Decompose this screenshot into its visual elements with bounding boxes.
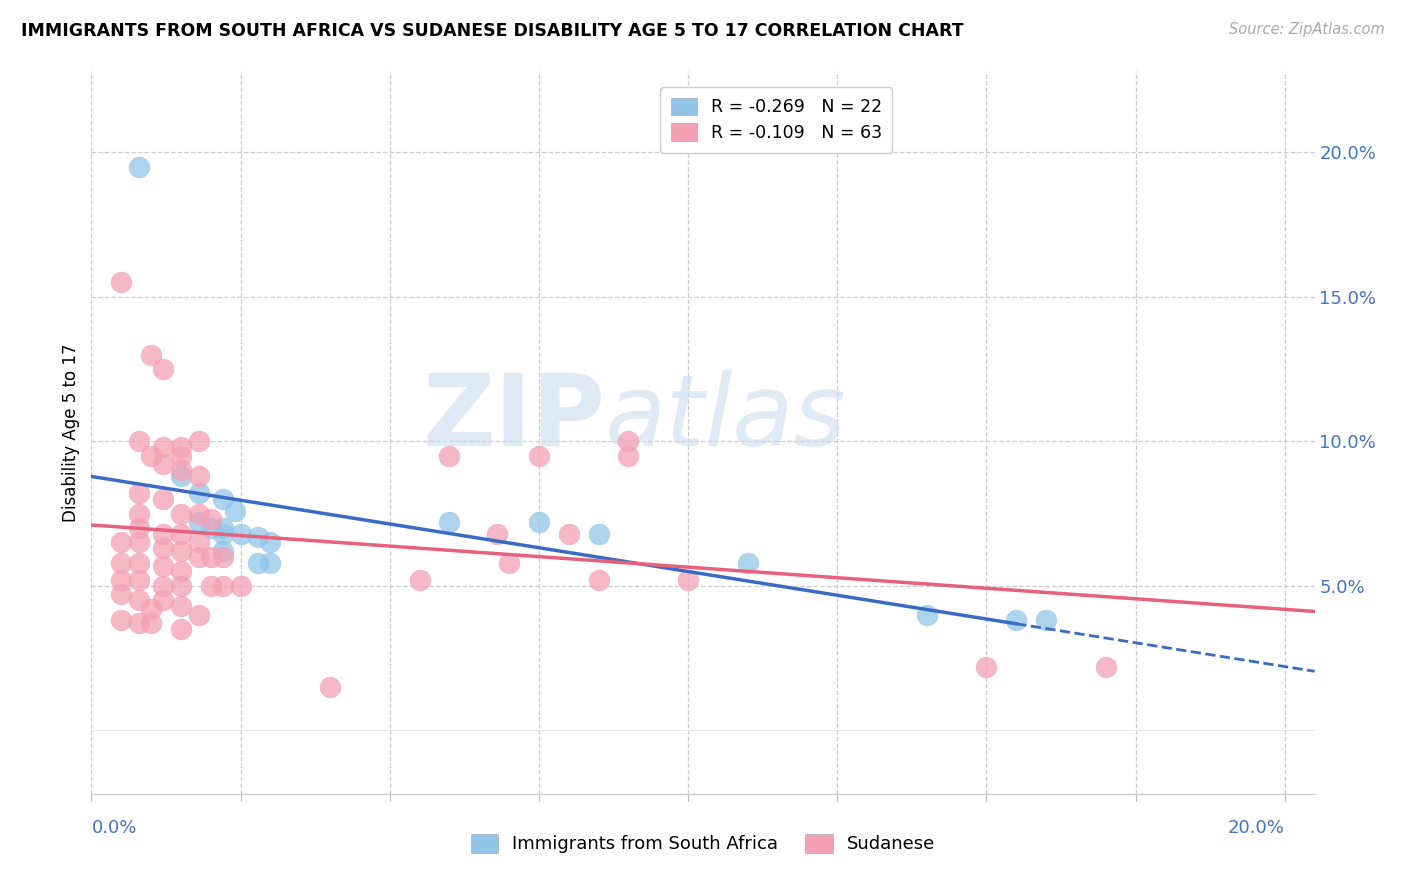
Point [139,616,162,631]
Text: atlas: atlas [605,369,846,467]
Legend: Immigrants from South Africa, Sudanese: Immigrants from South Africa, Sudanese [464,827,942,861]
Point [170,469,193,483]
Y-axis label: Disability Age 5 to 17: Disability Age 5 to 17 [62,343,80,522]
Point [737,556,759,570]
Point [200,521,222,535]
Point [211,526,233,541]
Point [139,348,162,362]
Point [170,507,193,521]
Point [247,530,270,544]
Point [152,558,174,573]
Point [211,579,233,593]
Point [247,556,270,570]
Point [229,579,252,593]
Point [170,440,193,454]
Point [128,160,150,174]
Point [110,535,132,549]
Point [187,549,209,564]
Point [1094,659,1116,673]
Point [128,434,150,449]
Point [558,526,581,541]
Point [976,659,998,673]
Text: 0.0%: 0.0% [91,819,136,837]
Point [224,503,246,517]
Point [170,463,193,477]
Point [128,593,150,607]
Point [211,544,233,558]
Point [187,434,209,449]
Point [170,544,193,558]
Point [617,449,640,463]
Text: 20.0%: 20.0% [1227,819,1285,837]
Text: ZIP: ZIP [422,369,605,467]
Point [128,556,150,570]
Point [187,535,209,549]
Point [408,573,430,587]
Point [200,579,222,593]
Point [211,521,233,535]
Text: Source: ZipAtlas.com: Source: ZipAtlas.com [1229,22,1385,37]
Point [187,515,209,529]
Point [170,449,193,463]
Point [588,526,610,541]
Point [110,556,132,570]
Point [170,599,193,613]
Point [527,515,550,529]
Point [1005,614,1028,628]
Point [170,526,193,541]
Point [128,507,150,521]
Point [229,526,252,541]
Point [200,549,222,564]
Point [152,492,174,507]
Point [152,541,174,556]
Point [152,458,174,472]
Point [170,565,193,579]
Point [915,607,938,622]
Point [211,492,233,507]
Point [128,573,150,587]
Point [110,587,132,601]
Point [319,680,342,694]
Point [211,549,233,564]
Point [259,535,281,549]
Point [486,526,509,541]
Point [170,622,193,636]
Point [110,614,132,628]
Point [439,515,461,529]
Point [128,521,150,535]
Point [139,602,162,616]
Point [439,449,461,463]
Point [139,449,162,463]
Point [170,579,193,593]
Point [259,556,281,570]
Point [128,616,150,631]
Point [617,434,640,449]
Point [187,507,209,521]
Point [187,607,209,622]
Point [152,362,174,376]
Point [128,486,150,500]
Point [200,512,222,526]
Point [152,593,174,607]
Point [676,573,699,587]
Point [527,449,550,463]
Text: IMMIGRANTS FROM SOUTH AFRICA VS SUDANESE DISABILITY AGE 5 TO 17 CORRELATION CHAR: IMMIGRANTS FROM SOUTH AFRICA VS SUDANESE… [21,22,963,40]
Point [110,276,132,290]
Point [128,535,150,549]
Point [498,556,520,570]
Legend: R = -0.269   N = 22, R = -0.109   N = 63: R = -0.269 N = 22, R = -0.109 N = 63 [661,87,893,153]
Point [588,573,610,587]
Point [152,579,174,593]
Point [187,469,209,483]
Point [1035,614,1057,628]
Point [152,440,174,454]
Point [187,486,209,500]
Point [152,526,174,541]
Point [110,573,132,587]
